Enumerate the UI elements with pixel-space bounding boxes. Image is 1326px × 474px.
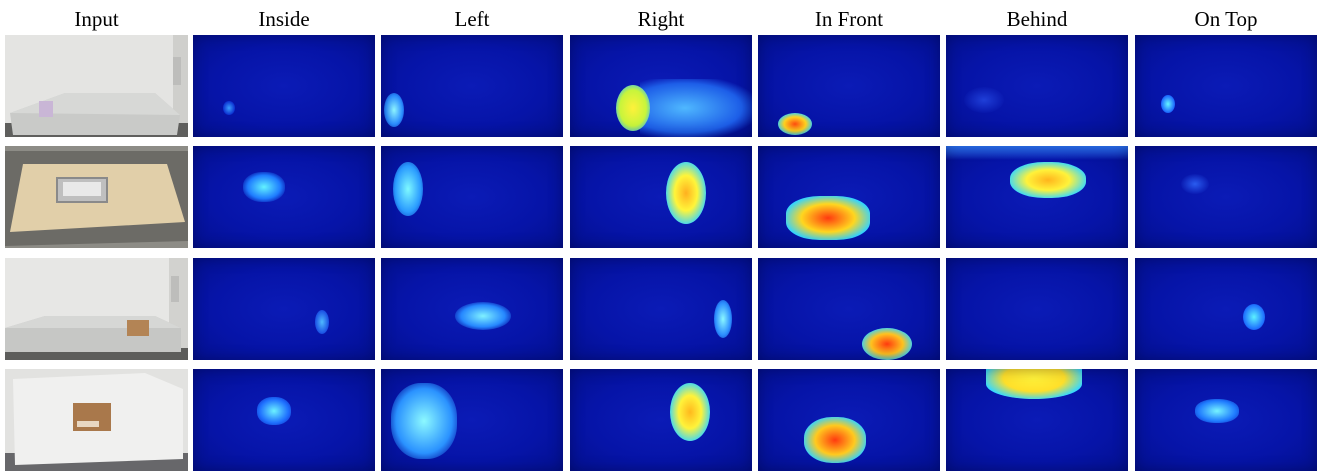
column-header-inside: Inside <box>258 7 310 31</box>
heatmap-row-1-on-top <box>1135 35 1317 137</box>
heatmap-row-4-inside <box>193 369 375 471</box>
heatmap-row-2-inside <box>193 146 375 248</box>
heatmap-row-2-in-front <box>758 146 940 248</box>
heatmap-row-2-right <box>570 146 752 248</box>
heatmap-row-3-on-top <box>1135 258 1317 360</box>
heatmap-row-1-left <box>381 35 563 137</box>
heatmap-row-3-behind <box>946 258 1128 360</box>
heatmap-row-4-behind <box>946 369 1128 471</box>
heatmap-row-2-left <box>381 146 563 248</box>
heatmap-row-1-right <box>570 35 752 137</box>
column-header-left: Left <box>454 7 490 31</box>
column-header-on-top: On Top <box>1194 7 1258 31</box>
heatmap-row-4-left <box>381 369 563 471</box>
input-photo-row-3 <box>5 258 188 360</box>
column-header-right: Right <box>637 7 685 31</box>
heatmap-row-3-inside <box>193 258 375 360</box>
column-header-behind: Behind <box>1006 7 1068 31</box>
heatmap-row-4-in-front <box>758 369 940 471</box>
input-photo-row-4 <box>5 369 188 471</box>
heatmap-row-3-right <box>570 258 752 360</box>
input-photo-row-2 <box>5 146 188 248</box>
column-header-in-front: In Front <box>814 7 884 31</box>
heatmap-row-4-on-top <box>1135 369 1317 471</box>
input-photo-row-1 <box>5 35 188 137</box>
heatmap-row-4-right <box>570 369 752 471</box>
heatmap-row-2-behind <box>946 146 1128 248</box>
column-header-input: Input <box>74 7 119 31</box>
heatmap-row-1-behind <box>946 35 1128 137</box>
heatmap-row-3-in-front <box>758 258 940 360</box>
heatmap-row-1-in-front <box>758 35 940 137</box>
heatmap-row-2-on-top <box>1135 146 1317 248</box>
heatmap-row-3-left <box>381 258 563 360</box>
heatmap-row-1-inside <box>193 35 375 137</box>
